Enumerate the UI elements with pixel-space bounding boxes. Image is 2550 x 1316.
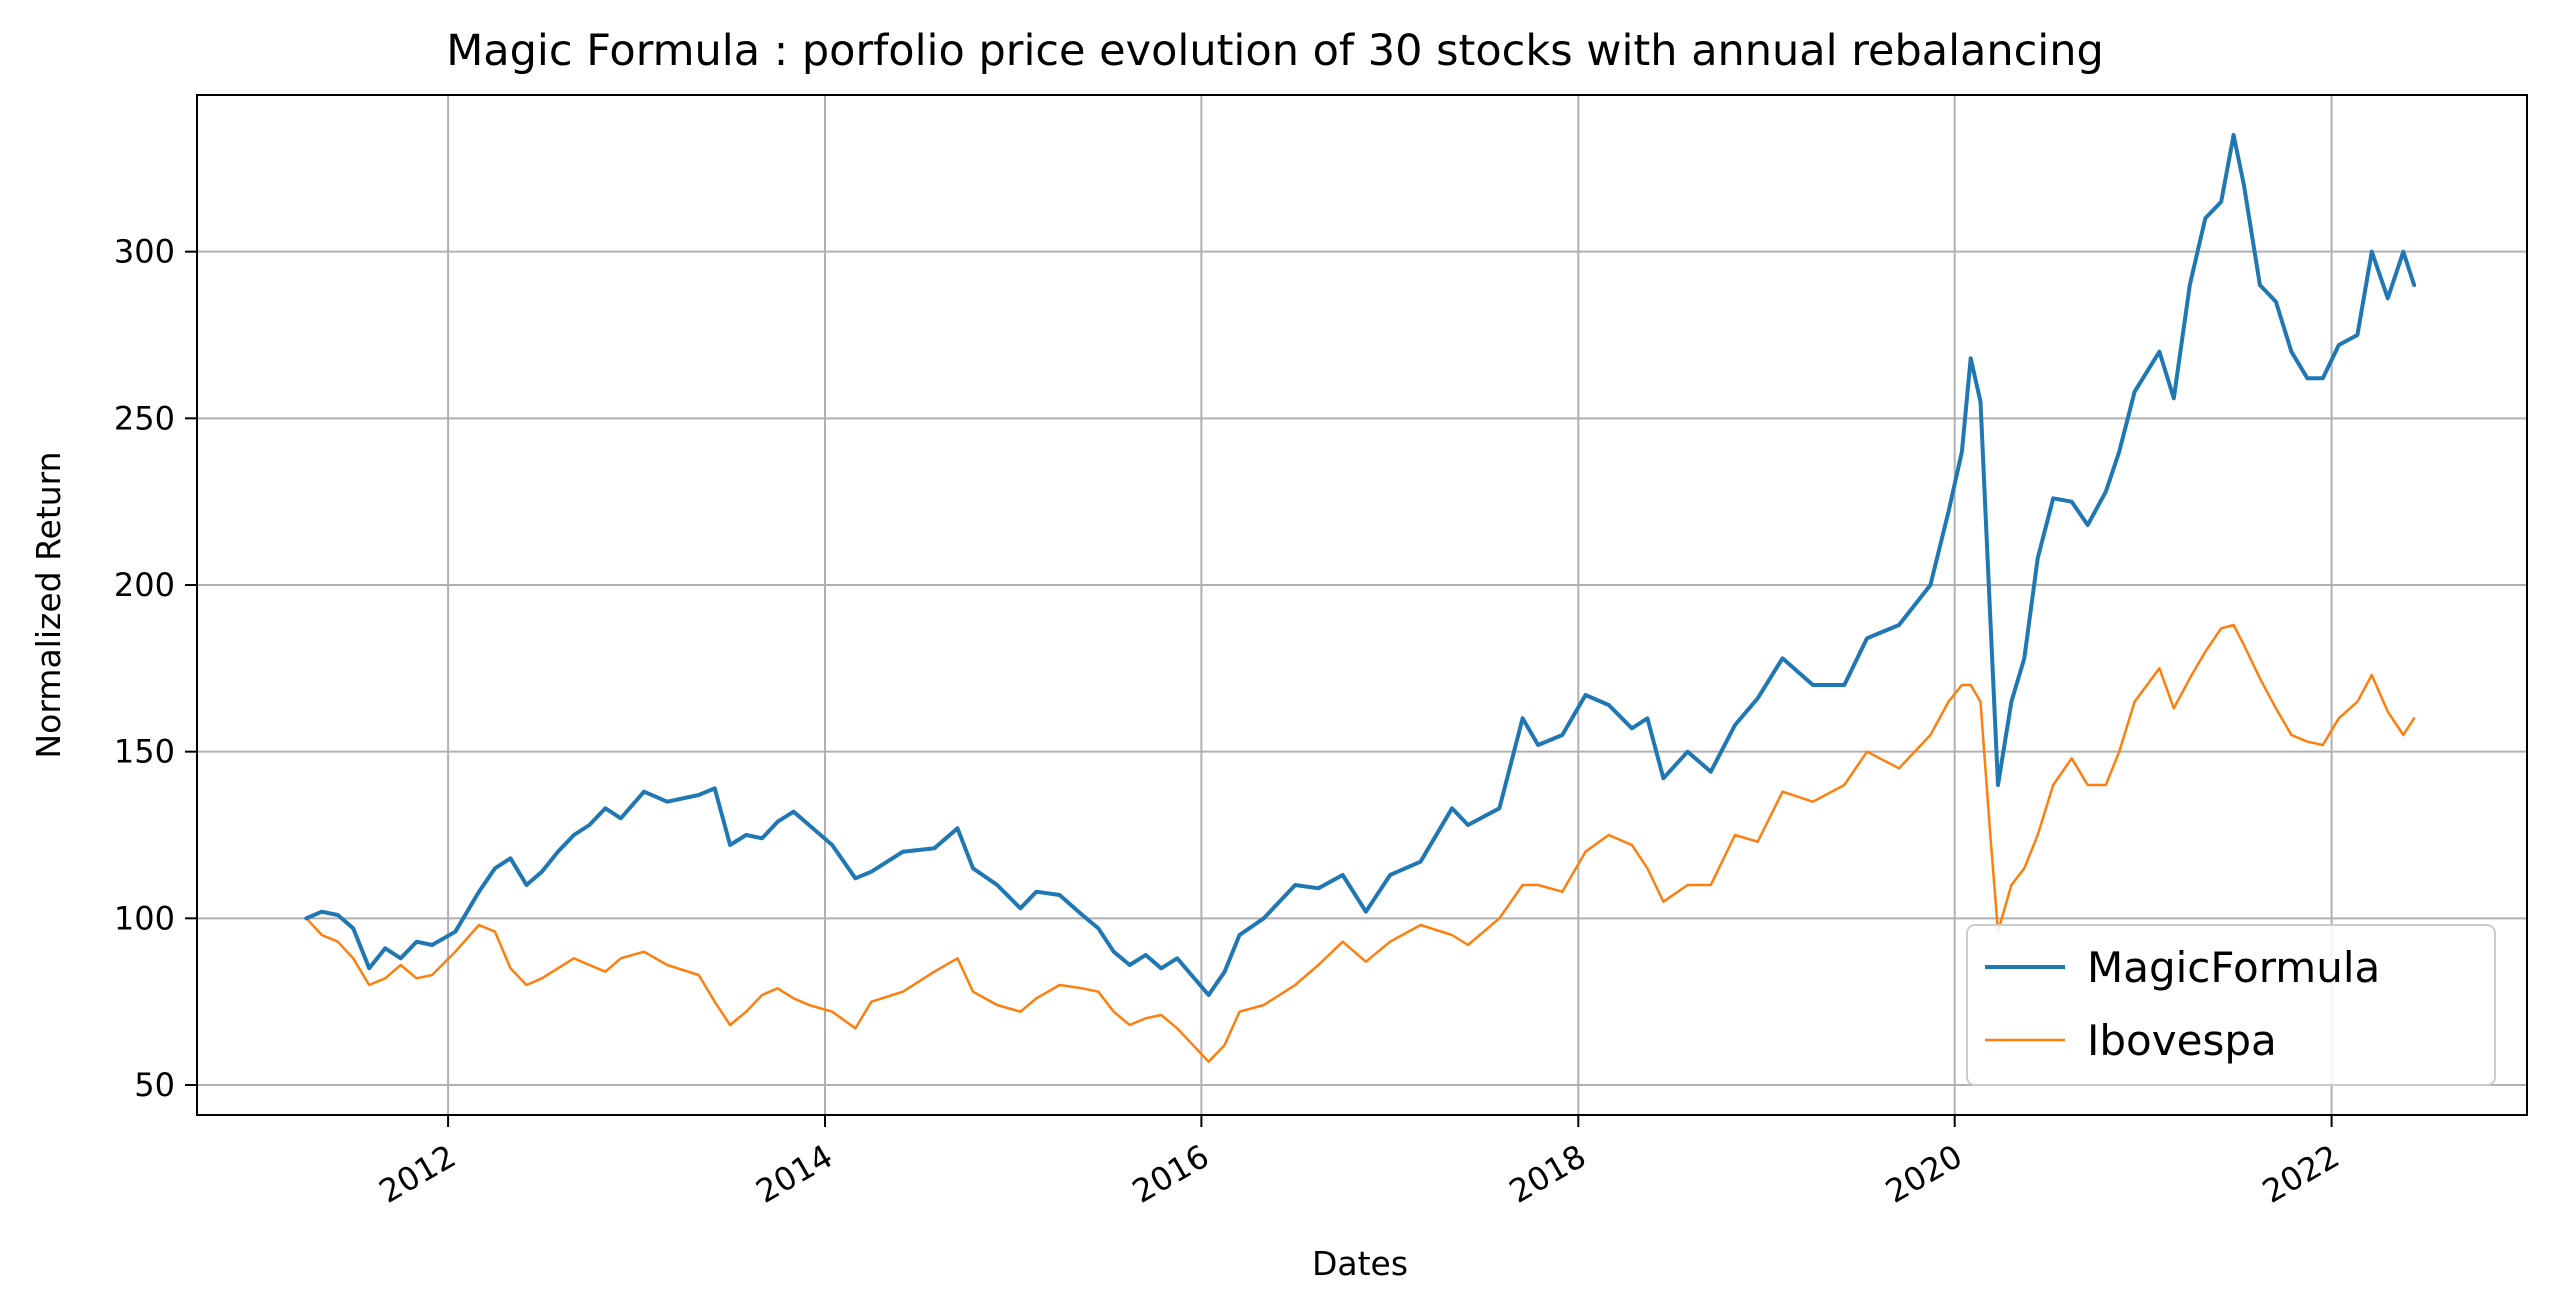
series-line-ibovespa <box>305 623 2416 1063</box>
x-axis-label: Dates <box>1312 1244 1408 1283</box>
series-line-magicformula <box>304 133 2417 997</box>
legend-label-ibovespa: Ibovespa <box>2087 1016 2277 1065</box>
y-tick-label: 150 <box>114 733 175 771</box>
y-tick-label: 250 <box>114 399 175 437</box>
legend-label-magicformula: MagicFormula <box>2087 943 2380 992</box>
series-layer <box>304 133 2417 1063</box>
y-tick-label: 100 <box>114 899 175 937</box>
y-tick-label: 300 <box>114 233 175 271</box>
grid <box>197 95 2527 1115</box>
y-axis: 50 100 150 200 250 300 <box>114 233 197 1104</box>
legend-box <box>1966 924 2496 1086</box>
chart-title: Magic Formula : porfolio price evolution… <box>446 26 2104 76</box>
plot-frame <box>196 94 2528 1116</box>
y-tick-label: 50 <box>134 1066 175 1104</box>
y-tick-label: 200 <box>114 566 175 604</box>
legend: MagicFormula Ibovespa <box>1966 924 2496 1086</box>
y-axis-label: Normalized Return <box>29 451 68 758</box>
